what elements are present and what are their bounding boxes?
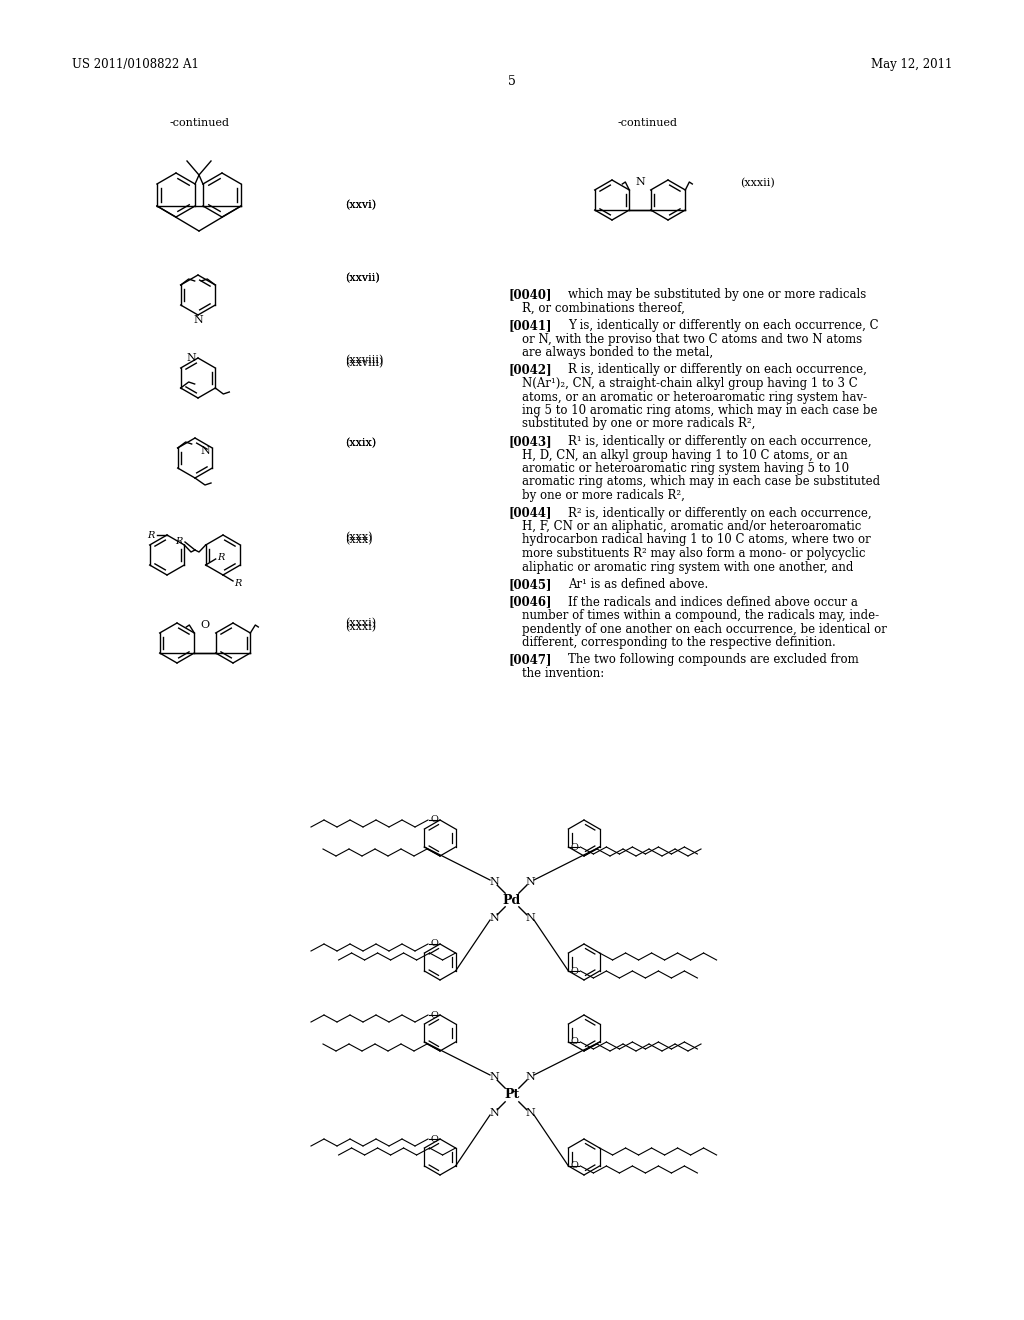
Text: (xxvii): (xxvii) bbox=[345, 273, 380, 284]
Text: ing 5 to 10 aromatic ring atoms, which may in each case be: ing 5 to 10 aromatic ring atoms, which m… bbox=[522, 404, 878, 417]
Text: O: O bbox=[430, 816, 438, 825]
Text: the invention:: the invention: bbox=[522, 667, 604, 680]
Text: aromatic or heteroaromatic ring system having 5 to 10: aromatic or heteroaromatic ring system h… bbox=[522, 462, 849, 475]
Text: -continued: -continued bbox=[618, 117, 678, 128]
Text: R² is, identically or differently on each occurrence,: R² is, identically or differently on eac… bbox=[568, 507, 871, 520]
Text: [0043]: [0043] bbox=[508, 436, 552, 447]
Text: May 12, 2011: May 12, 2011 bbox=[870, 58, 952, 71]
Text: R¹ is, identically or differently on each occurrence,: R¹ is, identically or differently on eac… bbox=[568, 436, 871, 447]
Text: different, corresponding to the respective definition.: different, corresponding to the respecti… bbox=[522, 636, 836, 649]
Text: (xxix): (xxix) bbox=[345, 438, 376, 449]
Text: The two following compounds are excluded from: The two following compounds are excluded… bbox=[568, 653, 859, 667]
Text: N: N bbox=[489, 1072, 499, 1082]
Text: O: O bbox=[570, 1162, 579, 1171]
Text: N: N bbox=[525, 876, 535, 887]
Text: (xxvi): (xxvi) bbox=[345, 201, 376, 210]
Text: pendently of one another on each occurrence, be identical or: pendently of one another on each occurre… bbox=[522, 623, 887, 635]
Text: N: N bbox=[525, 1072, 535, 1082]
Text: (xxx): (xxx) bbox=[345, 535, 373, 545]
Text: 5: 5 bbox=[508, 75, 516, 88]
Text: N: N bbox=[489, 876, 499, 887]
Text: hydrocarbon radical having 1 to 10 C atoms, where two or: hydrocarbon radical having 1 to 10 C ato… bbox=[522, 533, 870, 546]
Text: If the radicals and indices defined above occur a: If the radicals and indices defined abov… bbox=[568, 595, 858, 609]
Text: N: N bbox=[525, 1107, 535, 1118]
Text: (xxxi): (xxxi) bbox=[345, 622, 376, 632]
Text: Y is, identically or differently on each occurrence, C: Y is, identically or differently on each… bbox=[568, 319, 879, 333]
Text: N: N bbox=[186, 352, 196, 363]
Text: O: O bbox=[201, 620, 210, 630]
Text: N: N bbox=[201, 446, 210, 455]
Text: (xxvi): (xxvi) bbox=[345, 201, 376, 210]
Text: [0047]: [0047] bbox=[508, 653, 552, 667]
Text: R: R bbox=[147, 531, 155, 540]
Text: substituted by one or more radicals R²,: substituted by one or more radicals R², bbox=[522, 417, 756, 430]
Text: O: O bbox=[430, 1011, 438, 1019]
Text: N: N bbox=[635, 177, 645, 187]
Text: [0040]: [0040] bbox=[508, 288, 552, 301]
Text: which may be substituted by one or more radicals: which may be substituted by one or more … bbox=[568, 288, 866, 301]
Text: Ar¹ is as defined above.: Ar¹ is as defined above. bbox=[568, 578, 709, 591]
Text: [0045]: [0045] bbox=[508, 578, 552, 591]
Text: (xxxii): (xxxii) bbox=[740, 178, 775, 189]
Text: aromatic ring atoms, which may in each case be substituted: aromatic ring atoms, which may in each c… bbox=[522, 475, 880, 488]
Text: are always bonded to the metal,: are always bonded to the metal, bbox=[522, 346, 713, 359]
Text: N: N bbox=[525, 913, 535, 923]
Text: [0046]: [0046] bbox=[508, 595, 552, 609]
Text: by one or more radicals R²,: by one or more radicals R², bbox=[522, 488, 685, 502]
Text: US 2011/0108822 A1: US 2011/0108822 A1 bbox=[72, 58, 199, 71]
Text: more substituents R² may also form a mono- or polycyclic: more substituents R² may also form a mon… bbox=[522, 546, 865, 560]
Text: (xxx): (xxx) bbox=[345, 532, 373, 543]
Text: O: O bbox=[570, 1038, 579, 1047]
Text: number of times within a compound, the radicals may, inde-: number of times within a compound, the r… bbox=[522, 609, 880, 622]
Text: [0041]: [0041] bbox=[508, 319, 552, 333]
Text: N: N bbox=[194, 315, 203, 325]
Text: R: R bbox=[217, 553, 224, 561]
Text: N(Ar¹)₂, CN, a straight-chain alkyl group having 1 to 3 C: N(Ar¹)₂, CN, a straight-chain alkyl grou… bbox=[522, 378, 858, 389]
Text: [0044]: [0044] bbox=[508, 507, 552, 520]
Text: O: O bbox=[570, 966, 579, 975]
Text: (xxviii): (xxviii) bbox=[345, 358, 383, 368]
Text: R, or combinations thereof,: R, or combinations thereof, bbox=[522, 301, 685, 314]
Text: R is, identically or differently on each occurrence,: R is, identically or differently on each… bbox=[568, 363, 867, 376]
Text: -continued: -continued bbox=[170, 117, 230, 128]
Text: (xxvii): (xxvii) bbox=[345, 273, 380, 284]
Text: (xxix): (xxix) bbox=[345, 438, 376, 449]
Text: (xxviii): (xxviii) bbox=[345, 355, 383, 366]
Text: (xxxi): (xxxi) bbox=[345, 618, 376, 628]
Text: O: O bbox=[430, 1134, 438, 1143]
Text: N: N bbox=[489, 913, 499, 923]
Text: O: O bbox=[430, 940, 438, 949]
Text: R: R bbox=[234, 578, 242, 587]
Text: R: R bbox=[175, 537, 182, 546]
Text: or N, with the proviso that two C atoms and two N atoms: or N, with the proviso that two C atoms … bbox=[522, 333, 862, 346]
Text: atoms, or an aromatic or heteroaromatic ring system hav-: atoms, or an aromatic or heteroaromatic … bbox=[522, 391, 867, 404]
Text: H, F, CN or an aliphatic, aromatic and/or heteroaromatic: H, F, CN or an aliphatic, aromatic and/o… bbox=[522, 520, 861, 533]
Text: O: O bbox=[570, 842, 579, 851]
Text: aliphatic or aromatic ring system with one another, and: aliphatic or aromatic ring system with o… bbox=[522, 561, 853, 573]
Text: Pd: Pd bbox=[503, 894, 521, 907]
Text: Pt: Pt bbox=[505, 1089, 519, 1101]
Text: H, D, CN, an alkyl group having 1 to 10 C atoms, or an: H, D, CN, an alkyl group having 1 to 10 … bbox=[522, 449, 848, 462]
Text: N: N bbox=[489, 1107, 499, 1118]
Text: [0042]: [0042] bbox=[508, 363, 552, 376]
